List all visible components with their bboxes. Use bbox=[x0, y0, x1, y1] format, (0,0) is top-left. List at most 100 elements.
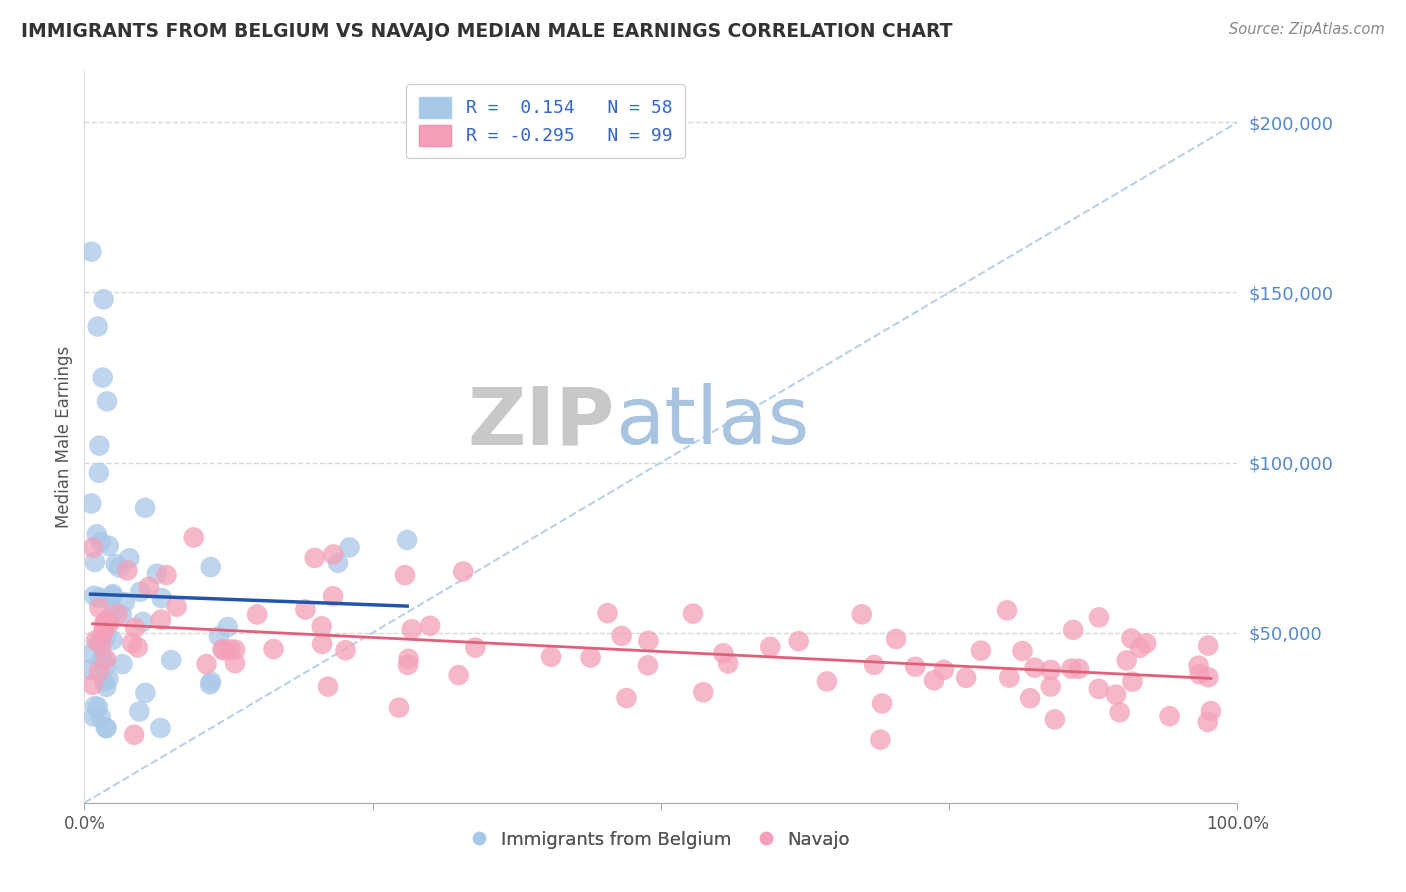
Point bbox=[111, 608, 134, 623]
Point bbox=[87, 466, 110, 480]
Point bbox=[93, 617, 115, 632]
Point bbox=[118, 551, 141, 566]
Point bbox=[83, 709, 105, 723]
Point bbox=[91, 651, 114, 665]
Point bbox=[84, 699, 107, 714]
Point bbox=[101, 633, 124, 648]
Point bbox=[149, 613, 172, 627]
Point bbox=[108, 560, 131, 574]
Point bbox=[96, 394, 118, 409]
Point bbox=[146, 566, 169, 581]
Point bbox=[94, 630, 117, 644]
Point bbox=[998, 671, 1021, 685]
Point bbox=[759, 640, 782, 654]
Point bbox=[96, 721, 118, 735]
Point bbox=[87, 664, 110, 678]
Point bbox=[117, 563, 139, 577]
Point bbox=[955, 671, 977, 685]
Point bbox=[87, 635, 110, 649]
Point bbox=[322, 548, 344, 562]
Point bbox=[637, 633, 659, 648]
Point bbox=[127, 640, 149, 655]
Point bbox=[596, 606, 619, 620]
Point bbox=[80, 496, 103, 510]
Point bbox=[138, 580, 160, 594]
Point bbox=[815, 674, 838, 689]
Point bbox=[84, 633, 107, 648]
Point bbox=[1159, 709, 1181, 723]
Point bbox=[224, 656, 246, 670]
Point bbox=[93, 293, 115, 307]
Point bbox=[93, 622, 115, 636]
Point bbox=[970, 643, 993, 657]
Point bbox=[104, 557, 127, 571]
Point bbox=[83, 555, 105, 569]
Point bbox=[129, 584, 152, 599]
Legend: Immigrants from Belgium, Navajo: Immigrants from Belgium, Navajo bbox=[465, 823, 856, 856]
Point bbox=[1011, 644, 1033, 658]
Point bbox=[94, 614, 117, 628]
Point bbox=[717, 657, 740, 671]
Point bbox=[1062, 623, 1084, 637]
Point bbox=[96, 615, 118, 629]
Point bbox=[904, 659, 927, 673]
Point bbox=[134, 500, 156, 515]
Point bbox=[692, 685, 714, 699]
Point bbox=[89, 439, 111, 453]
Point bbox=[224, 642, 246, 657]
Point bbox=[211, 642, 233, 657]
Point bbox=[1024, 661, 1046, 675]
Point bbox=[111, 657, 134, 671]
Text: IMMIGRANTS FROM BELGIUM VS NAVAJO MEDIAN MALE EARNINGS CORRELATION CHART: IMMIGRANTS FROM BELGIUM VS NAVAJO MEDIAN… bbox=[21, 22, 953, 41]
Point bbox=[114, 595, 136, 609]
Point bbox=[219, 642, 242, 657]
Point bbox=[89, 601, 111, 615]
Point bbox=[149, 721, 172, 735]
Point bbox=[91, 370, 114, 384]
Point bbox=[93, 674, 115, 689]
Point bbox=[995, 603, 1018, 617]
Point bbox=[101, 589, 124, 603]
Point bbox=[884, 632, 907, 646]
Point bbox=[166, 599, 188, 614]
Point bbox=[1108, 706, 1130, 720]
Point bbox=[1039, 680, 1062, 694]
Point bbox=[1199, 704, 1222, 718]
Point bbox=[103, 604, 125, 618]
Point bbox=[1197, 639, 1219, 653]
Point bbox=[246, 607, 269, 622]
Point bbox=[90, 652, 112, 666]
Point bbox=[87, 700, 110, 714]
Point bbox=[195, 657, 218, 671]
Point bbox=[1188, 667, 1211, 681]
Point bbox=[208, 629, 231, 643]
Point bbox=[82, 678, 104, 692]
Point bbox=[200, 560, 222, 574]
Point bbox=[86, 527, 108, 541]
Point bbox=[682, 607, 704, 621]
Point bbox=[326, 556, 349, 570]
Point bbox=[122, 728, 145, 742]
Point bbox=[388, 700, 411, 714]
Point bbox=[80, 647, 103, 661]
Point bbox=[91, 625, 114, 640]
Point bbox=[200, 674, 222, 689]
Point bbox=[89, 534, 111, 549]
Point bbox=[932, 663, 955, 677]
Point bbox=[89, 709, 111, 723]
Point bbox=[97, 539, 120, 553]
Point bbox=[1135, 636, 1157, 650]
Point bbox=[396, 533, 419, 547]
Point bbox=[637, 658, 659, 673]
Point bbox=[922, 673, 945, 688]
Point bbox=[1197, 714, 1219, 729]
Point bbox=[160, 653, 183, 667]
Point bbox=[83, 589, 105, 603]
Point bbox=[1115, 653, 1137, 667]
Point bbox=[394, 568, 416, 582]
Text: Source: ZipAtlas.com: Source: ZipAtlas.com bbox=[1229, 22, 1385, 37]
Point bbox=[1088, 681, 1111, 696]
Point bbox=[863, 657, 886, 672]
Point bbox=[1088, 610, 1111, 624]
Point bbox=[134, 686, 156, 700]
